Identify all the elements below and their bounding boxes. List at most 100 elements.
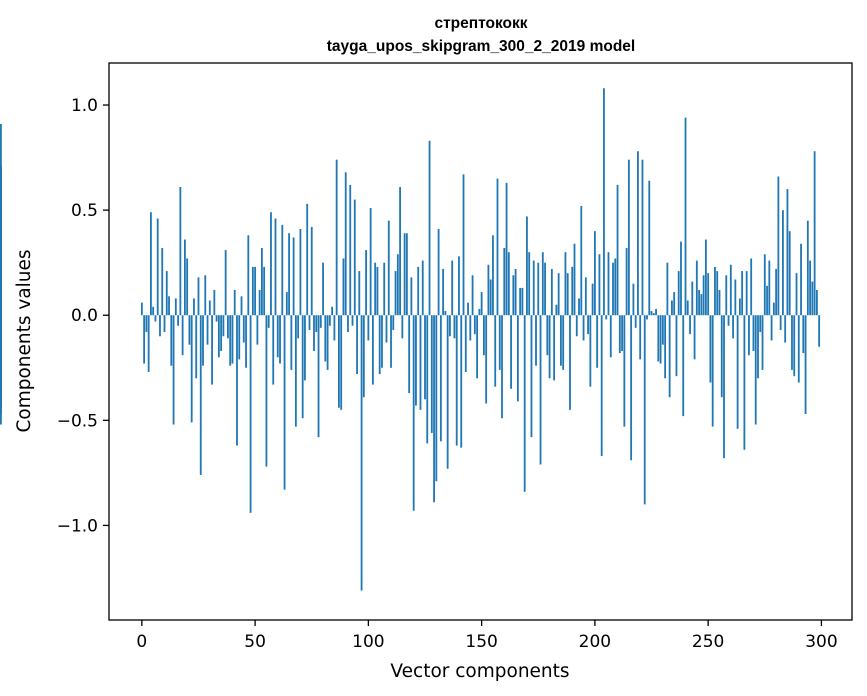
bar-274: [761, 315, 764, 370]
bar-16: [177, 315, 179, 326]
bar-173: [532, 260, 535, 316]
bar-51: [256, 315, 259, 345]
bar-208: [612, 262, 614, 316]
bar-220: [639, 315, 642, 360]
y-ticks-group: −1.0 −0.5 0.0 0.5 1.0: [57, 96, 109, 536]
bar-33: [215, 315, 218, 322]
bar-237: [677, 271, 680, 316]
bar-190: [571, 266, 574, 316]
bar-156: [494, 315, 497, 387]
bar-241: [686, 300, 689, 316]
bar-145: [469, 315, 472, 341]
bar-207: [609, 315, 612, 358]
bar-146: [471, 275, 474, 316]
bar-217: [632, 283, 635, 316]
bar-246: [698, 290, 700, 316]
x-tick-label: 200: [579, 632, 611, 652]
bar-171: [528, 252, 531, 316]
bar-153: [487, 264, 490, 316]
bar-181: [550, 268, 553, 316]
bar-234: [671, 300, 673, 316]
bar-44: [240, 296, 243, 316]
bar-87: [338, 315, 340, 408]
bar-155: [492, 235, 494, 316]
bar-240: [684, 117, 687, 316]
bar-101: [369, 208, 372, 316]
bar-295: [809, 260, 811, 316]
bar-288: [793, 315, 796, 377]
bar-53: [261, 247, 263, 316]
bar-159: [501, 315, 503, 419]
bar-262: [734, 279, 737, 316]
bar-255: [718, 290, 721, 316]
bar-103: [374, 262, 377, 316]
bar-278: [770, 315, 773, 341]
bar-184: [557, 273, 560, 316]
bar-221: [641, 159, 644, 316]
bar-276: [766, 285, 768, 316]
bar-269: [750, 258, 753, 316]
bar-110: [390, 315, 392, 368]
bar-280: [775, 268, 778, 316]
bar-139: [455, 315, 458, 446]
bar-126: [426, 315, 429, 444]
bar-35: [220, 315, 223, 351]
bar-93: [351, 315, 354, 326]
bar-92: [349, 184, 352, 316]
bar-164: [512, 275, 515, 316]
bar-89: [342, 258, 345, 316]
bar-233: [668, 315, 671, 398]
bar-52: [258, 290, 261, 316]
y-tick-label: 0.0: [71, 306, 98, 326]
bar-12: [168, 296, 170, 316]
bar-298: [815, 290, 818, 316]
bar-200: [593, 231, 596, 316]
bar-120: [412, 315, 415, 511]
y-tick-label: 0.5: [71, 201, 98, 221]
bar-185: [560, 315, 562, 366]
bar-134: [444, 311, 447, 316]
bar-202: [598, 254, 601, 316]
bar-119: [410, 277, 413, 316]
bar-46: [245, 315, 247, 368]
bar-117: [405, 233, 408, 316]
bar-49: [251, 266, 254, 316]
bar-undefined: [0, 315, 2, 362]
bar-97: [360, 315, 363, 591]
bar-21: [188, 315, 191, 345]
bar-264: [738, 298, 741, 316]
bar-73: [306, 203, 309, 316]
bar-172: [530, 315, 533, 438]
x-ticks-group: 0 50 100 150 200 250 300: [136, 620, 838, 652]
bar-64: [285, 292, 288, 316]
bar-5: [152, 306, 155, 316]
bar-36: [222, 315, 225, 337]
bar-142: [462, 174, 465, 316]
bar-27: [202, 315, 204, 366]
bar-69: [297, 315, 300, 339]
bar-204: [603, 88, 605, 316]
bar-232: [666, 262, 669, 316]
bar-227: [655, 308, 657, 316]
bar-128: [430, 315, 433, 433]
bar-81: [324, 315, 327, 362]
bar-180: [548, 315, 551, 379]
bar-163: [510, 315, 512, 389]
bar-293: [804, 315, 807, 415]
bar-0: [140, 302, 143, 316]
bar-210: [616, 184, 619, 316]
bar-11: [165, 271, 168, 316]
bar-238: [680, 241, 682, 316]
bar-191: [573, 243, 576, 316]
bar-223: [646, 315, 648, 320]
bar-215: [627, 159, 630, 316]
bar-28: [204, 275, 207, 316]
bar-147: [473, 315, 476, 335]
bar-22: [190, 315, 193, 423]
bar-123: [419, 315, 422, 410]
bar-95: [356, 315, 358, 375]
bar-29: [206, 315, 209, 345]
bar-8: [159, 315, 161, 337]
bar-251: [709, 315, 712, 383]
bar-45: [242, 315, 245, 343]
